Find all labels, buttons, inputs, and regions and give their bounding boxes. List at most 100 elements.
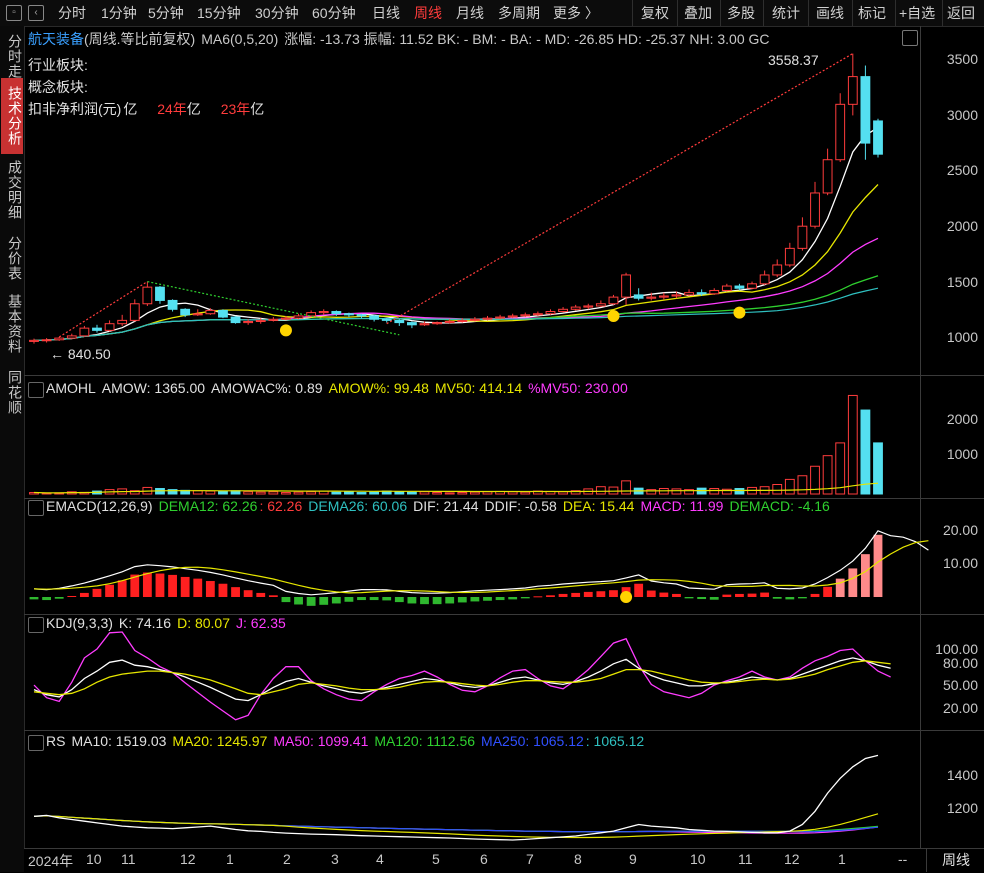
- dea-line: [33, 540, 929, 594]
- amohl-bar: [369, 491, 380, 495]
- macd-bar: [709, 597, 719, 600]
- kdj-toggle-icon[interactable]: [28, 617, 44, 633]
- macd-bar: [29, 597, 39, 600]
- x-tick-label: 11: [121, 851, 136, 867]
- macd-bar: [407, 597, 417, 604]
- candle-body: [419, 323, 430, 326]
- window-icon[interactable]: ▫: [6, 5, 22, 21]
- candle-body: [558, 308, 568, 313]
- candle-body: [507, 315, 518, 318]
- amohl-bar: [835, 442, 846, 495]
- amohl-bar: [860, 409, 871, 495]
- settings-icon[interactable]: [902, 30, 918, 46]
- period-indicator[interactable]: 周线: [926, 849, 984, 872]
- rs-ma50-line: [33, 815, 879, 834]
- amohl-bar: [306, 491, 317, 495]
- tab-fundamentals[interactable]: 基本资料: [7, 294, 23, 354]
- candle-body: [709, 289, 720, 295]
- return-button[interactable]: 返回: [947, 5, 975, 21]
- candle-body: [873, 120, 883, 155]
- x-tick-label: 2: [283, 851, 291, 867]
- macd-bar: [785, 597, 795, 600]
- tab-tonghuashun[interactable]: 同花顺: [7, 369, 23, 415]
- period-daily[interactable]: 日线: [372, 5, 400, 21]
- period-monthly[interactable]: 月线: [456, 5, 484, 21]
- tab-price-dist[interactable]: 分价表: [7, 235, 23, 281]
- profit-line: 扣非净利润(元) 亿 24年亿 23年亿: [28, 101, 265, 117]
- overlay-button[interactable]: 叠加: [684, 5, 712, 21]
- add-favorite-button[interactable]: +自选: [899, 5, 936, 21]
- amohl-bar: [709, 488, 720, 495]
- candle-body: [218, 309, 228, 318]
- candle-body: [671, 294, 682, 297]
- candle-body: [268, 318, 279, 321]
- candle-body: [633, 294, 644, 299]
- amohl-bar: [356, 492, 367, 495]
- period-fenshi[interactable]: 分时: [58, 5, 86, 21]
- amohl-bar: [873, 442, 883, 495]
- candle-body: [79, 327, 90, 337]
- macd-bar: [331, 597, 341, 604]
- candle-body: [621, 274, 631, 298]
- amohl-bar: [129, 490, 140, 495]
- macd-bar: [344, 597, 354, 602]
- back-icon[interactable]: ‹: [28, 5, 44, 21]
- ma10-line: [33, 184, 879, 341]
- draw-line-button[interactable]: 画线: [816, 5, 844, 21]
- candle-body: [532, 313, 543, 316]
- multi-stock-button[interactable]: 多股: [727, 5, 755, 21]
- amohl-bar: [595, 486, 606, 495]
- tab-technical[interactable]: 技术分析: [1, 78, 23, 154]
- candle-body: [407, 322, 417, 326]
- period-30min[interactable]: 30分钟: [255, 5, 299, 21]
- macd-bar: [231, 587, 240, 597]
- ma-label: MA6(0,5,20): [201, 31, 279, 47]
- rs-ma250-line: [33, 815, 879, 833]
- stock-name[interactable]: 航天装备: [28, 31, 84, 47]
- macd-bar: [558, 593, 568, 597]
- candle-body: [734, 285, 745, 289]
- candle-body: [92, 327, 102, 331]
- period-more[interactable]: 更多 〉: [553, 5, 599, 21]
- macd-bar: [722, 594, 732, 597]
- period-1min[interactable]: 1分钟: [101, 5, 137, 21]
- candle-body: [444, 320, 455, 324]
- amohl-bar: [205, 490, 216, 495]
- candle-body: [520, 314, 531, 317]
- amohl-toggle-icon[interactable]: [28, 382, 44, 398]
- period-5min[interactable]: 5分钟: [148, 5, 184, 21]
- candle-body: [583, 305, 594, 308]
- amohl-bar: [331, 491, 342, 495]
- macd-bar: [571, 592, 581, 597]
- mark-button[interactable]: 标记: [858, 5, 886, 21]
- period-60min[interactable]: 60分钟: [312, 5, 356, 21]
- candle-body: [658, 295, 669, 298]
- candle-body: [167, 299, 178, 310]
- fuquan-button[interactable]: 复权: [641, 5, 669, 21]
- candle-body: [772, 264, 783, 276]
- macd-bar: [92, 588, 102, 597]
- period-weekly[interactable]: 周线: [414, 5, 442, 21]
- macd-bar: [142, 572, 152, 597]
- period-15min[interactable]: 15分钟: [197, 5, 241, 21]
- macd-bar: [130, 574, 140, 597]
- macd-bar: [256, 592, 266, 597]
- emacd-toggle-icon[interactable]: [28, 500, 44, 516]
- period-multi[interactable]: 多周期: [498, 5, 540, 21]
- emacd-legend: EMACD(12,26,9) DEMA12: 62.26: 62.26 DEMA26…: [46, 498, 830, 514]
- candle-body: [847, 76, 858, 105]
- y-tick: 80.00: [942, 655, 978, 671]
- candle-body: [822, 159, 833, 194]
- amohl-legend: AMOHL AMOW: 1365.00 AMOWAC%: 0.89 AMOW%: 99…: [46, 380, 628, 396]
- kdj-d-line: [33, 660, 891, 696]
- candle-body: [394, 319, 405, 324]
- y-tick: 1200: [946, 800, 978, 816]
- x-tick-label: --: [898, 851, 908, 867]
- macd-bar: [457, 597, 467, 603]
- amohl-bar: [243, 491, 254, 495]
- macd-bar: [583, 591, 593, 597]
- stats-button[interactable]: 统计: [772, 5, 800, 21]
- rs-toggle-icon[interactable]: [28, 735, 44, 751]
- tab-deals[interactable]: 成交明细: [7, 160, 23, 220]
